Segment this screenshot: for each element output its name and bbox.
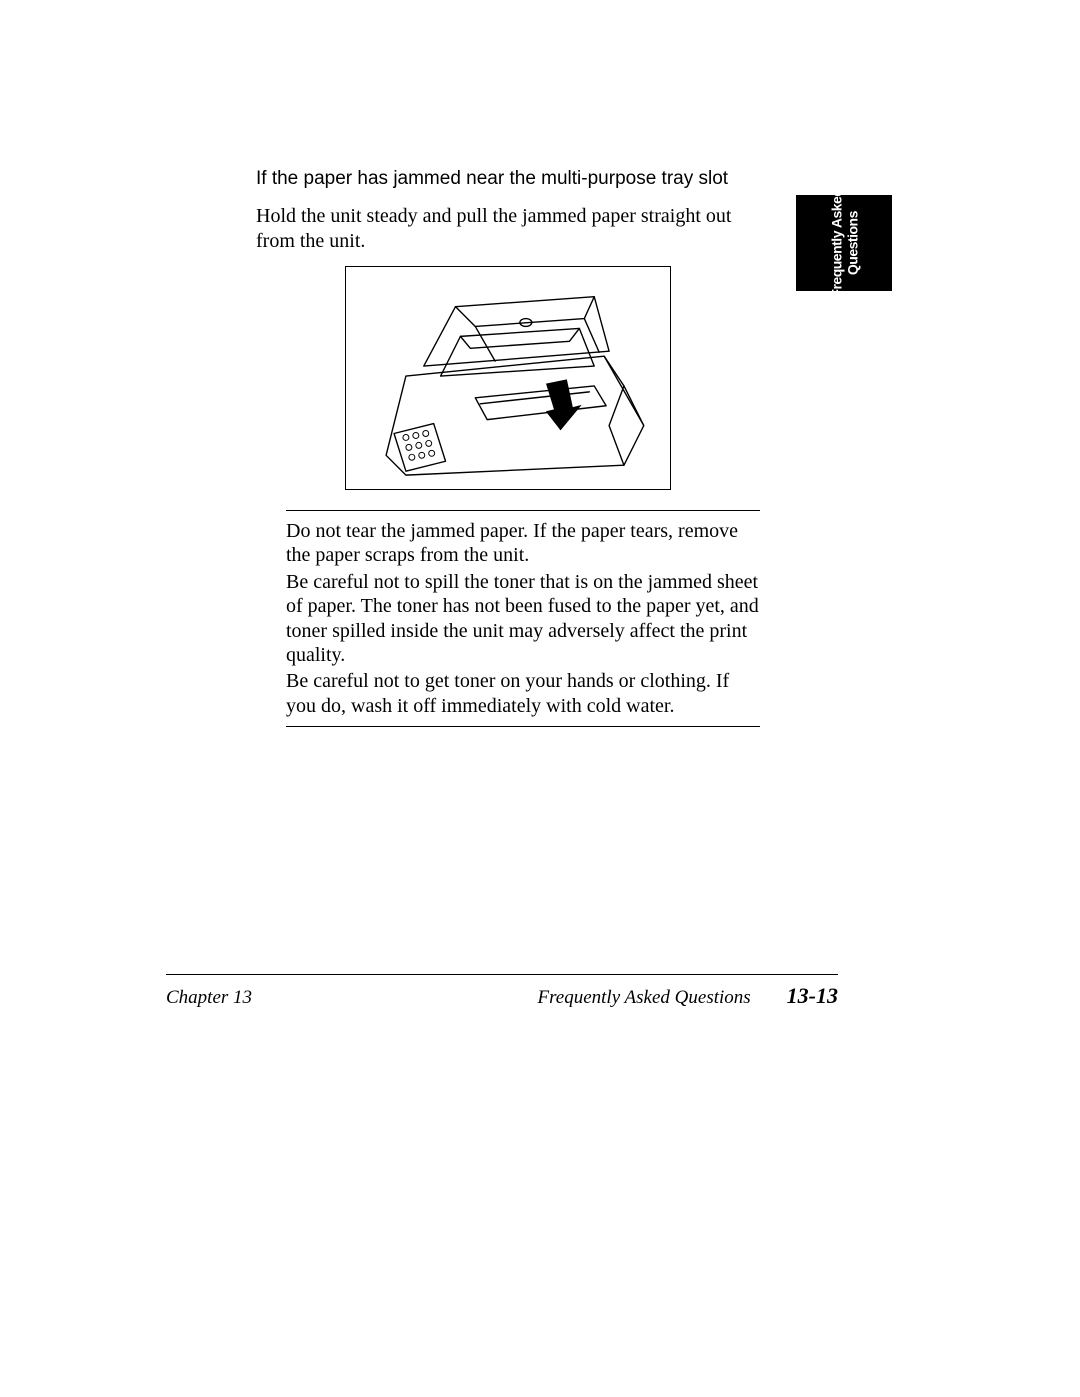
footer-chapter: Chapter 13 xyxy=(166,987,252,1009)
section-thumb-tab-label: Frequently Asked Questions xyxy=(828,189,860,298)
tab-line-2: Questions xyxy=(844,211,860,275)
footer-section-title: Frequently Asked Questions xyxy=(537,987,750,1009)
content-column: If the paper has jammed near the multi-p… xyxy=(256,168,760,727)
situation-heading: If the paper has jammed near the multi-p… xyxy=(256,168,760,190)
caution-note-block: Do not tear the jammed paper. If the pap… xyxy=(286,510,760,727)
instruction-paragraph: Hold the unit steady and pull the jammed… xyxy=(256,204,760,254)
tab-line-1: Frequently Asked xyxy=(828,189,844,298)
footer-page-number: 13-13 xyxy=(787,983,838,1009)
note-item: Do not tear the jammed paper. If the pap… xyxy=(286,519,760,568)
note-item: Be careful not to get toner on your hand… xyxy=(286,669,760,718)
manual-page: Frequently Asked Questions If the paper … xyxy=(0,0,1080,1397)
section-thumb-tab: Frequently Asked Questions xyxy=(796,195,892,291)
note-item: Be careful not to spill the toner that i… xyxy=(286,570,760,668)
printer-illustration xyxy=(345,266,671,490)
page-footer: Chapter 13 Frequently Asked Questions 13… xyxy=(166,974,838,1009)
